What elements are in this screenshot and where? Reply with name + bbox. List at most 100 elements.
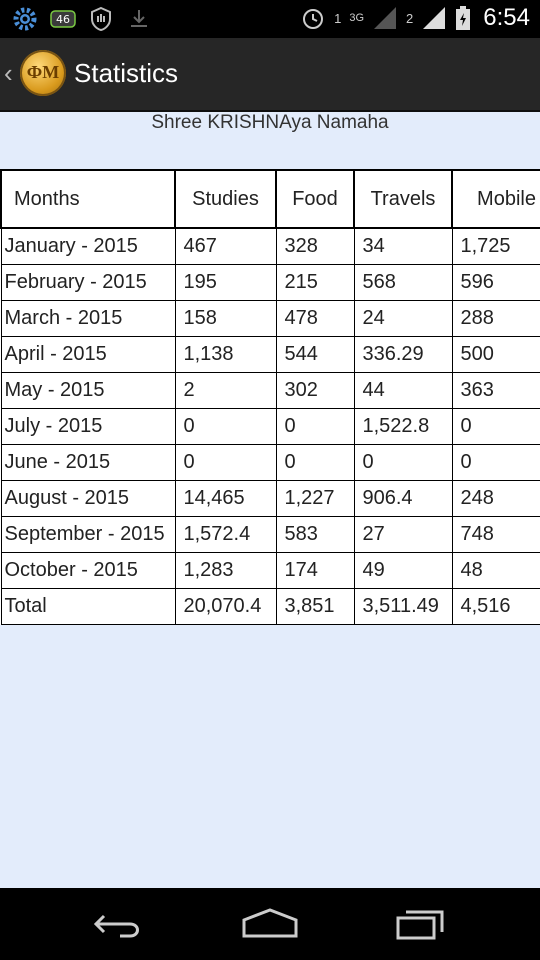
navigation-bar bbox=[0, 888, 540, 960]
cell-travels: 34 bbox=[353, 227, 453, 265]
status-right: 1 3G 2 6:54 bbox=[300, 4, 530, 32]
statistics-table: Months Studies Food Travels Mobile Janua… bbox=[0, 169, 540, 625]
cell-food: 302 bbox=[275, 372, 355, 409]
up-navigation-caret-icon[interactable]: ‹ bbox=[4, 58, 13, 88]
cell-total-studies: 20,070.4 bbox=[174, 588, 277, 625]
cell-studies: 1,572.4 bbox=[174, 516, 277, 553]
cell-travels: 1,522.8 bbox=[353, 408, 453, 445]
sim1-label: 1 bbox=[334, 10, 342, 26]
cell-studies: 1,138 bbox=[174, 336, 277, 373]
cell-mobile: 1,725 bbox=[451, 227, 540, 265]
network-46-icon: 46 bbox=[50, 6, 76, 32]
cell-travels: 568 bbox=[353, 264, 453, 301]
cell-studies: 467 bbox=[174, 227, 277, 265]
cell-mobile: 500 bbox=[451, 336, 540, 373]
app-logo-icon[interactable]: ФМ bbox=[20, 50, 66, 96]
table-row: July - 2015 0 0 1,522.8 0 bbox=[0, 408, 540, 445]
cell-month: January - 2015 bbox=[0, 227, 176, 265]
cell-mobile: 596 bbox=[451, 264, 540, 301]
cell-travels: 24 bbox=[353, 300, 453, 337]
page-title: Statistics bbox=[74, 58, 179, 88]
cell-studies: 0 bbox=[174, 408, 277, 445]
cell-month: September - 2015 bbox=[0, 516, 176, 553]
statistics-table-container: Months Studies Food Travels Mobile Janua… bbox=[0, 169, 540, 625]
header-food: Food bbox=[275, 169, 355, 229]
cell-total-travels: 3,511.49 bbox=[353, 588, 453, 625]
cell-studies: 1,283 bbox=[174, 552, 277, 589]
table-row: April - 2015 1,138 544 336.29 500 bbox=[0, 336, 540, 373]
cell-month: May - 2015 bbox=[0, 372, 176, 409]
header-travels: Travels bbox=[353, 169, 453, 229]
cell-studies: 195 bbox=[174, 264, 277, 301]
cell-food: 583 bbox=[275, 516, 355, 553]
cell-food: 215 bbox=[275, 264, 355, 301]
cell-food: 174 bbox=[275, 552, 355, 589]
cell-mobile: 0 bbox=[451, 408, 540, 445]
cell-month: July - 2015 bbox=[0, 408, 176, 445]
cell-food: 544 bbox=[275, 336, 355, 373]
cell-month: August - 2015 bbox=[0, 480, 176, 517]
cell-studies: 14,465 bbox=[174, 480, 277, 517]
header-months: Months bbox=[0, 169, 176, 229]
table-row: September - 2015 1,572.4 583 27 748 bbox=[0, 516, 540, 553]
cell-month: June - 2015 bbox=[0, 444, 176, 481]
back-icon[interactable] bbox=[90, 906, 150, 942]
cell-total-food: 3,851 bbox=[275, 588, 355, 625]
action-bar: ‹ ФМ Statistics bbox=[0, 38, 540, 112]
cell-month: February - 2015 bbox=[0, 264, 176, 301]
cell-month: March - 2015 bbox=[0, 300, 176, 337]
home-icon[interactable] bbox=[240, 906, 300, 942]
signal-icon bbox=[372, 5, 398, 31]
cell-food: 478 bbox=[275, 300, 355, 337]
table-row: March - 2015 158 478 24 288 bbox=[0, 300, 540, 337]
cell-studies: 158 bbox=[174, 300, 277, 337]
cell-food: 1,227 bbox=[275, 480, 355, 517]
signal-icon bbox=[421, 5, 447, 31]
cell-food: 328 bbox=[275, 227, 355, 265]
subtitle: Shree KRISHNAya Namaha bbox=[151, 112, 389, 133]
download-icon bbox=[126, 6, 152, 32]
status-left: 46 bbox=[12, 6, 152, 32]
cell-month: October - 2015 bbox=[0, 552, 176, 589]
recents-icon[interactable] bbox=[392, 906, 452, 942]
cell-mobile: 48 bbox=[451, 552, 540, 589]
table-row: May - 2015 2 302 44 363 bbox=[0, 372, 540, 409]
alarm-icon bbox=[300, 5, 326, 31]
cell-mobile: 0 bbox=[451, 444, 540, 481]
cell-travels: 336.29 bbox=[353, 336, 453, 373]
table-row: June - 2015 0 0 0 0 bbox=[0, 444, 540, 481]
cell-travels: 49 bbox=[353, 552, 453, 589]
table-row: January - 2015 467 328 34 1,725 bbox=[0, 227, 540, 265]
header-mobile: Mobile bbox=[451, 169, 540, 229]
cell-mobile: 248 bbox=[451, 480, 540, 517]
cell-month: April - 2015 bbox=[0, 336, 176, 373]
table-header-row: Months Studies Food Travels Mobile bbox=[0, 169, 540, 229]
app-logo-text: ФМ bbox=[26, 62, 60, 82]
sim2-label: 2 bbox=[406, 10, 414, 26]
settings-gear-icon bbox=[12, 6, 38, 32]
table-total-row: Total 20,070.4 3,851 3,511.49 4,516 bbox=[0, 588, 540, 625]
cell-food: 0 bbox=[275, 444, 355, 481]
sim1-type: 3G bbox=[349, 12, 365, 24]
status-clock: 6:54 bbox=[483, 4, 530, 31]
table-row: August - 2015 14,465 1,227 906.4 248 bbox=[0, 480, 540, 517]
cell-total-mobile: 4,516 bbox=[451, 588, 540, 625]
shield-hand-icon bbox=[88, 6, 114, 32]
table-row: February - 2015 195 215 568 596 bbox=[0, 264, 540, 301]
cell-mobile: 363 bbox=[451, 372, 540, 409]
cell-studies: 2 bbox=[174, 372, 277, 409]
cell-food: 0 bbox=[275, 408, 355, 445]
cell-mobile: 288 bbox=[451, 300, 540, 337]
cell-mobile: 748 bbox=[451, 516, 540, 553]
status-bar: 46 1 3G 2 bbox=[0, 0, 540, 38]
cell-travels: 906.4 bbox=[353, 480, 453, 517]
battery-icon bbox=[455, 5, 471, 31]
cell-travels: 27 bbox=[353, 516, 453, 553]
header-studies: Studies bbox=[174, 169, 277, 229]
cell-travels: 0 bbox=[353, 444, 453, 481]
cell-studies: 0 bbox=[174, 444, 277, 481]
cell-total-label: Total bbox=[0, 588, 176, 625]
cell-travels: 44 bbox=[353, 372, 453, 409]
network-46-label: 46 bbox=[56, 13, 70, 26]
table-row: October - 2015 1,283 174 49 48 bbox=[0, 552, 540, 589]
